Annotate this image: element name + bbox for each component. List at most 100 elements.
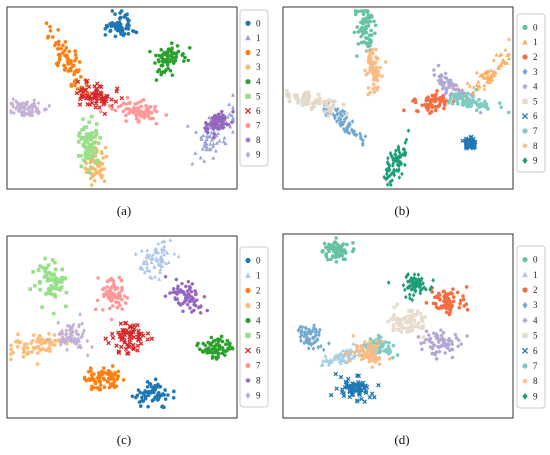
cluster-9-point [386,155,390,161]
cluster-8-point [376,69,381,74]
cluster-5-point [395,302,399,307]
cluster-0-point [118,27,123,31]
legend-entry-9: 9 [522,391,538,401]
cluster-2-point [62,63,66,68]
cluster-9-point [9,108,13,114]
cluster-3-point [299,328,304,334]
cluster-4-point [434,350,439,354]
cluster-5-point [80,127,84,132]
cluster-7-point [457,96,462,101]
cluster-5-point [391,323,396,328]
cluster-1-point [483,69,488,74]
cluster-0-point [141,399,146,403]
cluster-9-point [390,171,394,176]
cluster-1-point [505,61,510,65]
cluster-7-point [93,307,98,312]
cluster-9-point [30,112,35,118]
cluster-9-point [22,110,27,116]
cluster-7-point [101,287,105,292]
cluster-2-point [60,51,65,55]
cluster-1-point [465,80,470,85]
legend-marker-6 [521,347,529,354]
cluster-2-point [56,39,61,44]
cluster-9-point [74,328,79,334]
cluster-7-point [141,98,146,102]
cluster-8-point [369,55,373,60]
legend-marker-4 [245,317,251,324]
cluster-7-point [124,119,128,123]
cluster-0-point [330,254,335,258]
cluster-4-point [440,336,445,341]
legend-label-5: 5 [256,331,261,341]
cluster-8-point [168,291,172,295]
cluster-7-point [117,275,122,280]
cluster-4-point [459,90,463,95]
legend-label-9: 9 [256,391,261,401]
legend-marker-0 [522,257,528,263]
cluster-5-point [77,131,82,135]
cluster-1-point [214,140,219,145]
cluster-3-point [52,333,57,337]
cluster-5-point [28,287,33,291]
cluster-9-point [25,100,30,105]
cluster-6-point [369,391,375,396]
cluster-3-point [343,128,347,134]
legend-marker-8 [245,377,251,384]
cluster-4-point [181,52,185,56]
cluster-2-point [66,62,70,66]
cluster-0-point [351,241,355,245]
cluster-1-point [337,359,342,363]
cluster-0-point [143,394,148,399]
cluster-2-point [53,43,57,48]
cluster-9-point [36,100,41,106]
cluster-2-point [450,291,454,296]
cluster-1-point [211,129,216,134]
cluster-8-point [368,345,372,350]
cluster-8-point [231,109,235,114]
panel-a-points [9,9,235,187]
cluster-7-point [144,104,148,108]
cluster-4-point [164,52,169,57]
legend-label-4: 4 [256,77,261,87]
cluster-8-point [181,309,185,314]
cluster-7-point [96,276,100,280]
cluster-1-point [499,63,504,68]
cluster-4-point [447,82,451,87]
cluster-9-point [386,280,391,286]
cluster-5-point [83,140,87,144]
cluster-6-point [97,105,102,110]
cluster-0-point [146,393,151,398]
cluster-8-point [190,295,194,299]
cluster-9-point [67,327,72,333]
cluster-0-point [359,34,363,39]
cluster-5-point [296,100,300,105]
legend-entry-8: 8 [522,141,538,151]
cluster-8-point [189,289,194,294]
cluster-9-point [90,344,94,350]
cluster-7-point [120,285,124,290]
cluster-1-point [474,83,479,87]
cluster-5-point [81,158,86,162]
cluster-2-point [73,78,77,83]
cluster-5-point [303,91,308,95]
cluster-1-point [482,75,487,80]
cluster-5-point [410,317,415,321]
cluster-4-point [438,344,443,348]
cluster-7-point [151,116,155,121]
cluster-6-point [77,102,83,107]
cluster-2-point [62,68,67,72]
cluster-6-point [94,88,99,93]
panel-c-legend-entries: 0 1 2 3 4 5 6 7 8 9 [244,256,261,401]
cluster-0-point [171,396,176,400]
cluster-3-point [47,346,52,351]
cluster-7-point [456,102,460,106]
cluster-3-point [307,337,312,342]
cluster-3-point [345,129,350,135]
cluster-0-point [361,12,366,17]
cluster-8-point [367,343,371,347]
cluster-5-point [417,325,421,330]
panel-b-legend-entries: 0 1 2 3 4 5 6 7 8 9 [521,22,538,166]
cluster-5-point [88,170,92,175]
cluster-2-point [69,68,73,73]
cluster-0-point [366,23,371,28]
